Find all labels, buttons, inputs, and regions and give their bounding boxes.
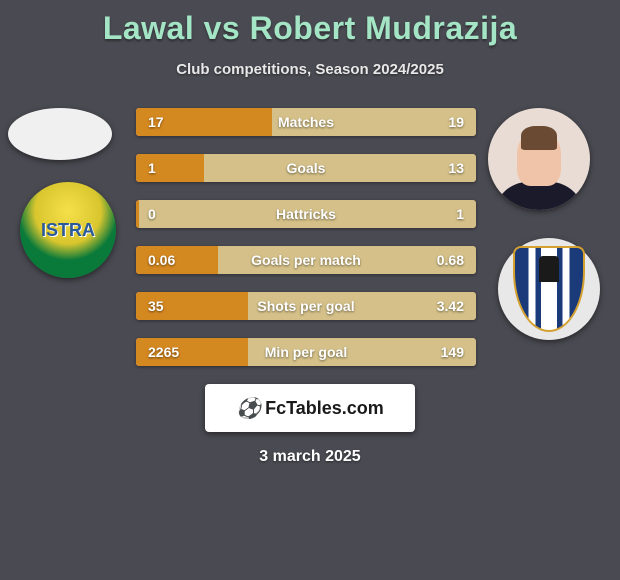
- stat-value-right: 19: [416, 114, 476, 130]
- stat-value-left: 1: [136, 160, 196, 176]
- stat-value-left: 17: [136, 114, 196, 130]
- stat-label: Goals per match: [196, 252, 416, 268]
- brand-icon: ⚽: [236, 396, 261, 421]
- stat-row: 1Goals13: [136, 154, 476, 182]
- avatar-shoulders: [494, 182, 584, 210]
- stat-row: 17Matches19: [136, 108, 476, 136]
- footer-date: 3 march 2025: [0, 448, 620, 466]
- avatar-hair: [521, 126, 557, 150]
- player1-avatar: [8, 108, 112, 160]
- player2-club-logo: [498, 238, 600, 340]
- stat-label: Shots per goal: [196, 298, 416, 314]
- player1-club-logo: ISTRA: [20, 182, 116, 278]
- stat-value-right: 0.68: [416, 252, 476, 268]
- footer-brand: ⚽ FcTables.com: [205, 384, 415, 432]
- stat-row: 0Hattricks1: [136, 200, 476, 228]
- stat-label: Matches: [196, 114, 416, 130]
- stats-list: 17Matches191Goals130Hattricks10.06Goals …: [136, 108, 476, 366]
- stat-value-left: 2265: [136, 344, 196, 360]
- player1-club-text: ISTRA: [41, 220, 95, 241]
- stat-label: Goals: [196, 160, 416, 176]
- brand-text: FcTables.com: [265, 398, 384, 419]
- stat-row: 35Shots per goal3.42: [136, 292, 476, 320]
- stat-row: 0.06Goals per match0.68: [136, 246, 476, 274]
- stat-value-right: 149: [416, 344, 476, 360]
- vs-label: vs: [204, 10, 241, 46]
- stat-value-right: 13: [416, 160, 476, 176]
- stat-label: Min per goal: [196, 344, 416, 360]
- avatar-head: [517, 132, 561, 186]
- stat-row: 2265Min per goal149: [136, 338, 476, 366]
- stat-value-right: 1: [416, 206, 476, 222]
- stat-value-left: 0: [136, 206, 196, 222]
- stat-value-left: 0.06: [136, 252, 196, 268]
- comparison-container: ISTRA 17Matches191Goals130Hattricks10.06…: [0, 108, 620, 366]
- page-title: Lawal vs Robert Mudrazija: [0, 0, 620, 47]
- club-shield-icon: [513, 246, 585, 332]
- player2-name: Robert Mudrazija: [250, 10, 518, 46]
- subtitle: Club competitions, Season 2024/2025: [0, 61, 620, 78]
- stat-label: Hattricks: [196, 206, 416, 222]
- player2-avatar: [488, 108, 590, 210]
- player1-name: Lawal: [103, 10, 194, 46]
- stat-value-right: 3.42: [416, 298, 476, 314]
- stat-value-left: 35: [136, 298, 196, 314]
